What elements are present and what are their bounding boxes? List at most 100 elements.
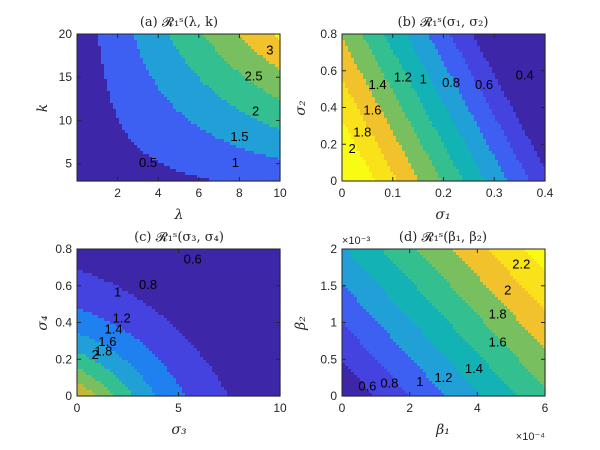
contour-cell bbox=[80, 64, 84, 68]
contour-cell bbox=[200, 64, 204, 68]
contour-cell bbox=[104, 76, 108, 80]
contour-cell bbox=[182, 49, 186, 53]
contour-cell bbox=[134, 91, 138, 95]
contour-cell bbox=[278, 97, 281, 101]
contour-cell bbox=[275, 88, 279, 92]
contour-cell bbox=[215, 82, 219, 86]
contour-cell bbox=[218, 52, 222, 56]
contour-cell bbox=[140, 91, 144, 95]
contour-cell bbox=[191, 64, 195, 68]
contour-cell bbox=[206, 82, 210, 86]
contour-cell bbox=[179, 34, 183, 38]
contour-cell bbox=[242, 70, 246, 74]
contour-cell bbox=[128, 79, 132, 83]
contour-cell bbox=[227, 43, 231, 47]
contour-cell bbox=[227, 61, 231, 65]
contour-cell bbox=[155, 94, 159, 98]
contour-cell bbox=[140, 109, 144, 113]
contour-cell bbox=[128, 82, 132, 86]
contour-cell bbox=[260, 94, 264, 98]
contour-cell bbox=[194, 64, 198, 68]
contour-cell bbox=[116, 109, 120, 113]
contour-cell bbox=[89, 52, 93, 56]
contour-cell bbox=[227, 106, 231, 110]
contour-cell bbox=[209, 79, 213, 83]
contour-cell bbox=[167, 94, 171, 98]
contour-cell bbox=[110, 97, 114, 101]
contour-cell bbox=[182, 55, 186, 59]
contour-cell bbox=[221, 61, 225, 65]
contour-cell bbox=[167, 49, 171, 53]
contour-cell bbox=[95, 49, 99, 53]
contour-cell bbox=[173, 97, 177, 101]
contour-cell bbox=[239, 46, 243, 50]
contour-cell bbox=[236, 106, 240, 110]
contour-cell bbox=[215, 97, 219, 101]
contour-cell bbox=[113, 82, 117, 86]
contour-cell bbox=[116, 61, 120, 65]
x-tick-label: 10 bbox=[273, 186, 287, 200]
contour-cell bbox=[224, 55, 228, 59]
contour-cell bbox=[86, 46, 90, 50]
contour-cell bbox=[140, 70, 144, 74]
contour-cell bbox=[275, 58, 279, 62]
contour-cell bbox=[242, 76, 246, 80]
contour-cell bbox=[149, 82, 153, 86]
contour-cell bbox=[266, 106, 270, 110]
contour-cell bbox=[125, 67, 129, 71]
contour-cell bbox=[212, 91, 216, 95]
contour-cell bbox=[134, 67, 138, 71]
contour-cell bbox=[263, 40, 267, 44]
contour-cell bbox=[173, 91, 177, 95]
contour-cell bbox=[278, 49, 281, 53]
contour-cell bbox=[104, 37, 108, 41]
contour-cell bbox=[266, 67, 270, 71]
contour-cell bbox=[236, 79, 240, 83]
contour-cell bbox=[107, 34, 111, 38]
contour-cell bbox=[257, 97, 261, 101]
contour-cell bbox=[236, 58, 240, 62]
contour-cell bbox=[83, 40, 87, 44]
contour-cell bbox=[182, 67, 186, 71]
contour-cell bbox=[128, 52, 132, 56]
contour-cell bbox=[110, 61, 114, 65]
contour-cell bbox=[149, 97, 153, 101]
contour-cell bbox=[131, 91, 135, 95]
contour-cell bbox=[197, 67, 201, 71]
contour-cell bbox=[164, 88, 168, 92]
contour-cell bbox=[263, 46, 267, 50]
contour-cell bbox=[221, 67, 225, 71]
contour-cell bbox=[125, 85, 129, 89]
contour-cell bbox=[179, 52, 183, 56]
contour-cell bbox=[260, 40, 264, 44]
contour-cell bbox=[260, 46, 264, 50]
contour-cell bbox=[248, 64, 252, 68]
contour-cell bbox=[77, 34, 81, 38]
contour-cell bbox=[248, 97, 252, 101]
contour-cell bbox=[215, 106, 219, 110]
contour-cell bbox=[179, 67, 183, 71]
contour-cell bbox=[77, 85, 81, 89]
contour-cell bbox=[200, 40, 204, 44]
contour-cell bbox=[95, 67, 99, 71]
contour-cell bbox=[116, 70, 120, 74]
contour-cell bbox=[137, 82, 141, 86]
contour-cell bbox=[101, 55, 105, 59]
contour-cell bbox=[221, 100, 225, 104]
contour-cell bbox=[272, 85, 276, 89]
contour-cell bbox=[176, 52, 180, 56]
contour-cell bbox=[266, 76, 270, 80]
contour-cell bbox=[92, 34, 96, 38]
contour-cell bbox=[206, 67, 210, 71]
contour-cell bbox=[263, 64, 267, 68]
contour-cell bbox=[122, 37, 126, 41]
contour-cell bbox=[155, 58, 159, 62]
contour-cell bbox=[182, 103, 186, 107]
contour-cell bbox=[92, 76, 96, 80]
contour-cell bbox=[77, 82, 81, 86]
contour-cell bbox=[230, 85, 234, 89]
contour-cell bbox=[83, 91, 87, 95]
contour-cell bbox=[101, 76, 105, 80]
contour-cell bbox=[266, 103, 270, 107]
contour-cell bbox=[116, 103, 120, 107]
